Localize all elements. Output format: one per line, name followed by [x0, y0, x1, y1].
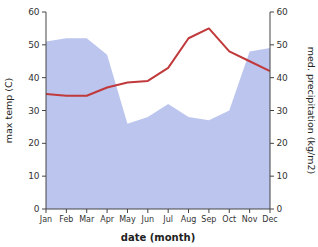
tick	[270, 209, 271, 213]
tick-label: 20	[28, 138, 40, 148]
tick	[42, 12, 46, 13]
tick-label: Oct	[222, 215, 236, 224]
tick	[46, 209, 47, 213]
tick-label: Jan	[39, 215, 52, 224]
tick	[147, 209, 148, 213]
tick-label: May	[119, 215, 136, 224]
tick	[270, 110, 274, 111]
tick	[270, 44, 274, 45]
tick	[42, 209, 46, 210]
tick	[270, 176, 274, 177]
tick-label: 0	[34, 204, 40, 214]
tick	[208, 209, 209, 213]
tick	[270, 12, 274, 13]
tick	[229, 209, 230, 213]
tick	[270, 143, 274, 144]
x-label: date (month)	[121, 232, 195, 243]
tick	[270, 77, 274, 78]
chart: 0 10 20 30 40 50 60 0 10 20 30 40 50 60 Jan Feb Mar Apr Ma…	[0, 0, 318, 247]
tick	[107, 209, 108, 213]
tick-label: 40	[28, 73, 40, 83]
tick	[168, 209, 169, 213]
y2-label: med. precipitation (kg/m2)	[306, 47, 317, 174]
tick-label: Aug	[181, 215, 197, 224]
tick-label: 0	[276, 204, 282, 214]
tick-label: 50	[276, 40, 288, 50]
tick-label: Jul	[162, 215, 173, 224]
tick	[42, 110, 46, 111]
tick	[270, 209, 274, 210]
tick-label: 30	[276, 106, 288, 116]
marks	[46, 28, 270, 209]
tick-label: Nov	[242, 215, 258, 224]
tick-label: 20	[276, 138, 288, 148]
x-axis	[46, 209, 270, 210]
line	[46, 28, 270, 95]
y-label: max temp (C)	[3, 78, 14, 144]
tick-label: Apr	[100, 215, 115, 224]
tick-label: 10	[28, 171, 40, 181]
tick-label: Sep	[201, 215, 216, 224]
tick-label: 60	[28, 7, 40, 17]
tick-label: 10	[276, 171, 288, 181]
tick-label: 40	[276, 73, 288, 83]
tick	[42, 143, 46, 144]
area	[46, 38, 270, 209]
tick	[188, 209, 189, 213]
tick-label: Jun	[141, 215, 155, 224]
tick-label: 50	[28, 40, 40, 50]
tick	[42, 176, 46, 177]
tick	[42, 77, 46, 78]
tick-label: 30	[28, 106, 40, 116]
tick-label: 60	[276, 7, 288, 17]
tick	[127, 209, 128, 213]
tick-label: Mar	[79, 215, 95, 224]
tick	[86, 209, 87, 213]
tick	[42, 44, 46, 45]
tick	[249, 209, 250, 213]
tick-label: Feb	[59, 215, 73, 224]
tick	[66, 209, 67, 213]
tick-label: Dec	[262, 215, 277, 224]
